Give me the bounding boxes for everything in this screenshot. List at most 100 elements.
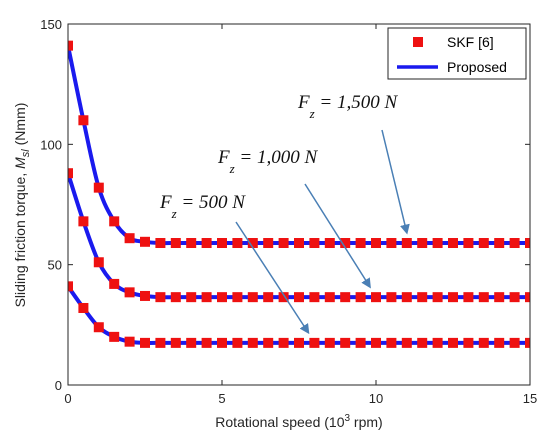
skf-marker (509, 337, 520, 348)
annotation-label: Fz = 1,500 N (297, 92, 398, 121)
skf-marker (170, 292, 181, 303)
skf-marker (278, 238, 289, 249)
legend-box (387, 27, 527, 80)
skf-marker (478, 292, 489, 303)
skf-marker (155, 292, 166, 303)
skf-marker (109, 216, 120, 227)
skf-marker (355, 292, 366, 303)
skf-marker (109, 331, 120, 342)
skf-marker (355, 238, 366, 249)
skf-marker (201, 292, 212, 303)
skf-marker (247, 337, 258, 348)
annotation-arrow (304, 183, 371, 289)
skf-marker (155, 337, 166, 348)
skf-marker (340, 292, 351, 303)
skf-marker (93, 322, 104, 333)
skf-marker (155, 238, 166, 249)
skf-marker (463, 292, 474, 303)
y-tick-label: 150 (40, 17, 62, 32)
skf-marker (232, 292, 243, 303)
skf-marker (309, 337, 320, 348)
skf-marker (124, 336, 135, 347)
skf-marker (309, 238, 320, 249)
plot-frame (67, 23, 531, 386)
skf-marker (355, 337, 366, 348)
skf-marker (140, 236, 150, 247)
skf-marker (309, 292, 320, 303)
skf-marker (509, 238, 520, 249)
skf-marker (232, 238, 243, 249)
skf-marker (217, 238, 227, 249)
skf-marker (124, 287, 135, 298)
skf-marker (247, 292, 258, 303)
y-tick-label: 100 (40, 137, 62, 152)
skf-marker (525, 337, 530, 348)
annotations: Fz = 1,500 N Fz = 1,000 N Fz = 500 N (159, 92, 410, 335)
skf-marker (324, 337, 335, 348)
skf-marker (93, 257, 104, 268)
skf-marker (124, 233, 135, 244)
legend-marker-skf (413, 37, 423, 47)
skf-marker (525, 292, 530, 303)
skf-marker (278, 292, 289, 303)
skf-marker (478, 337, 489, 348)
skf-marker (324, 238, 335, 249)
legend: SKF [6] Proposed (387, 27, 527, 80)
annotation-arrow (381, 129, 410, 235)
skf-marker (448, 337, 458, 348)
x-tick-label: 15 (523, 391, 537, 406)
skf-marker (93, 182, 104, 193)
skf-marker (478, 238, 489, 249)
skf-marker (494, 292, 505, 303)
skf-marker (432, 337, 443, 348)
skf-marker (494, 337, 505, 348)
plot-area (68, 24, 530, 385)
y-tick-label: 0 (55, 378, 62, 393)
skf-marker (201, 238, 212, 249)
skf-marker (401, 337, 412, 348)
x-tick-label: 5 (218, 391, 225, 406)
skf-marker (263, 238, 274, 249)
annotation-label: Fz = 500 N (159, 192, 246, 221)
skf-marker (201, 337, 212, 348)
skf-marker (68, 40, 73, 51)
skf-marker (263, 337, 274, 348)
skf-marker (509, 292, 520, 303)
x-tick-label: 10 (369, 391, 383, 406)
skf-marker (417, 238, 428, 249)
skf-marker (186, 238, 197, 249)
skf-marker (186, 292, 197, 303)
skf-marker (78, 302, 89, 313)
skf-marker (294, 238, 304, 249)
skf-marker (463, 337, 474, 348)
skf-marker (294, 292, 304, 303)
skf-marker (448, 238, 458, 249)
skf-marker (186, 337, 197, 348)
skf-marker (217, 337, 227, 348)
skf-marker (294, 337, 304, 348)
skf-marker (78, 115, 89, 126)
skf-marker (140, 290, 150, 301)
skf-marker (494, 238, 505, 249)
skf-marker (170, 238, 181, 249)
skf-marker (371, 238, 381, 249)
skf-marker (263, 292, 274, 303)
y-axis: 0 50 100 150 (40, 17, 530, 393)
skf-marker (371, 292, 381, 303)
skf-marker (463, 238, 474, 249)
skf-marker (68, 168, 73, 179)
skf-marker (401, 292, 412, 303)
skf-marker (78, 216, 89, 227)
skf-marker (340, 238, 351, 249)
skf-marker (371, 337, 381, 348)
y-axis-label: Sliding friction torque, Msl (Nmm) (12, 103, 32, 308)
skf-marker (401, 238, 412, 249)
skf-marker (109, 278, 120, 289)
skf-marker (386, 337, 397, 348)
skf-marker (386, 238, 397, 249)
skf-marker (432, 292, 443, 303)
y-tick-label: 50 (48, 258, 62, 273)
skf-marker (324, 292, 335, 303)
skf-marker (68, 281, 73, 292)
annotation-label: Fz = 1,000 N (217, 147, 318, 176)
